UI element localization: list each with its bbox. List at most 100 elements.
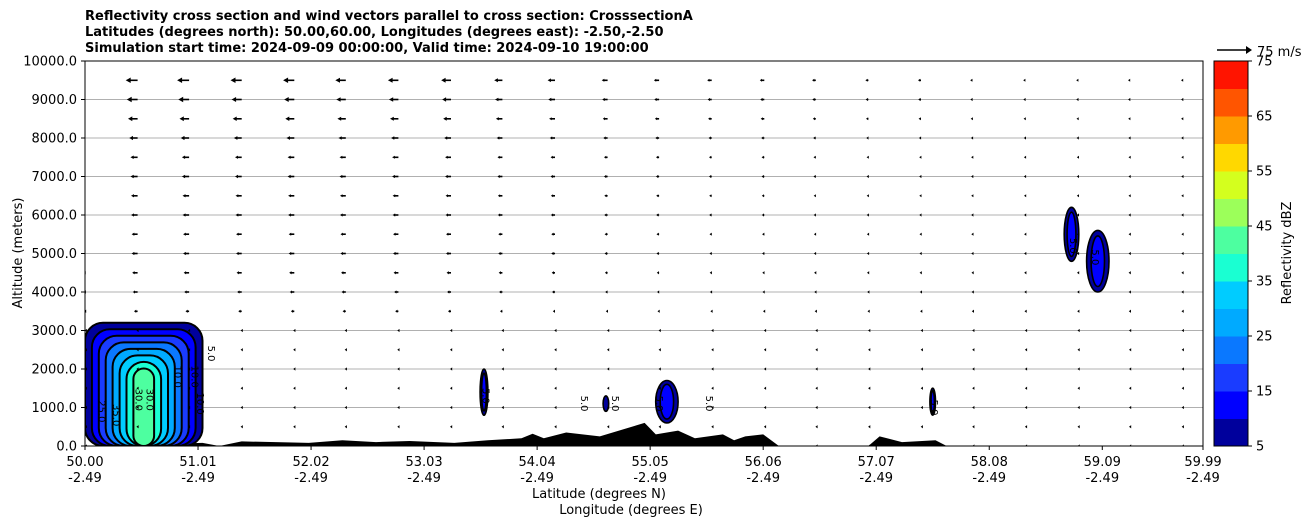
wind-vector-head [920, 367, 923, 371]
wind-vector-head [554, 405, 557, 410]
wind-vector-head [868, 348, 871, 352]
wind-vector-head [607, 367, 610, 371]
x-tick-label-lon: -2.49 [294, 471, 328, 486]
wind-vector-head [1181, 251, 1184, 256]
wind-vector-head [1129, 405, 1132, 410]
wind-vector-head [972, 367, 975, 371]
wind-vector-head [604, 232, 607, 236]
wind-vector-head [344, 367, 347, 371]
wind-vector-head [1181, 97, 1184, 102]
y-tick-label: 0.0 [56, 440, 77, 455]
wind-vector-head [136, 367, 139, 371]
wind-vector-head [550, 155, 553, 159]
wind-vector-head [1181, 136, 1184, 140]
wind-vector-head [500, 309, 503, 313]
colorbar-tick-label: 5 [1256, 440, 1264, 455]
wind-vector-head [550, 213, 554, 217]
wind-vector-head [1128, 155, 1131, 159]
wind-vector-head [287, 174, 291, 179]
wind-vector-head [657, 290, 660, 294]
wind-vector-head [240, 425, 243, 429]
wind-vector-head [293, 367, 296, 371]
wind-vector-head [1024, 290, 1027, 294]
wind-vector-head [288, 232, 292, 236]
wind-vector-head [1129, 367, 1132, 371]
wind-vector-head [658, 386, 661, 390]
wind-vector-head [607, 328, 610, 333]
wind-vector-head [450, 328, 453, 333]
contour-label: 5.0 [205, 346, 216, 362]
wind-vector-head [1076, 155, 1079, 159]
wind-vector-head [501, 328, 504, 333]
wind-vector-head [1181, 309, 1184, 313]
wind-vector-head [1023, 97, 1026, 102]
wind-vector-head [1076, 232, 1080, 236]
wind-vector-head [972, 425, 975, 429]
reflectivity-contour-cell-d [659, 383, 675, 420]
wind-vector-head [972, 386, 975, 390]
wind-vector-head [1024, 194, 1027, 198]
y-tick-label: 9000.0 [32, 93, 78, 108]
wind-vector-head [238, 309, 241, 313]
wind-vector-head [339, 155, 343, 159]
contour-label: 35.0 [110, 404, 121, 426]
wind-vector-head [551, 251, 554, 256]
wind-vector-head [185, 309, 188, 313]
wind-vector-head [552, 309, 555, 313]
wind-vector-head [971, 194, 974, 198]
wind-vector-head [497, 155, 500, 159]
reflectivity-contour-cell-e [930, 389, 936, 414]
wind-vector-head [288, 213, 291, 217]
wind-vector-head [131, 251, 135, 256]
wind-vector-head [395, 309, 398, 313]
wind-vector-head [442, 97, 447, 102]
wind-vector-head [548, 97, 552, 102]
wind-vector-head [187, 348, 191, 352]
wind-vector-layer [85, 77, 1184, 446]
terrain-profile [85, 422, 947, 446]
wind-vector-head [919, 174, 922, 179]
wind-vector-head [711, 367, 714, 371]
wind-vector-head [551, 271, 554, 275]
wind-vector-head [813, 174, 816, 179]
wind-vector-head [1076, 136, 1079, 140]
wind-vector-head [1024, 213, 1027, 217]
wind-vector-head [232, 116, 237, 121]
wind-vector-head [230, 77, 236, 83]
wind-vector-head [763, 425, 767, 429]
wind-vector-head [187, 405, 191, 410]
wind-vector-head [605, 290, 608, 294]
wind-vector-head [1128, 136, 1131, 140]
x-tick-label-lon: -2.49 [859, 471, 893, 486]
wind-vector-head [607, 425, 610, 429]
wind-vector-head [868, 425, 871, 429]
wind-vector-head [1181, 425, 1184, 429]
wind-vector-head [919, 251, 922, 256]
wind-vector-head [813, 194, 816, 198]
wind-vector-head [233, 136, 238, 140]
wind-vector-head [1076, 213, 1079, 217]
wind-vector-head [1181, 290, 1184, 294]
wind-vector-head [813, 155, 816, 159]
terrain-layer [85, 422, 947, 446]
wind-vector-head [709, 155, 712, 159]
wind-vector-head [397, 367, 400, 371]
wind-vector-head [1023, 78, 1026, 82]
wind-vector-head [971, 271, 974, 275]
wind-vector-head [1077, 367, 1080, 371]
x-tick-label-lat: 52.02 [292, 455, 329, 470]
wind-vector-head [182, 213, 186, 217]
colorbar-swatch [1214, 116, 1248, 144]
wind-vector-head [85, 386, 87, 390]
wind-vector-head [920, 309, 923, 313]
wind-vector-head [287, 155, 291, 159]
wind-vector-head [235, 194, 239, 198]
colorbar-swatch [1214, 226, 1248, 254]
wind-vector-head [180, 135, 185, 141]
wind-vector-head [762, 232, 765, 236]
y-tick-label: 5000.0 [32, 247, 78, 262]
wind-vector-head [495, 117, 499, 121]
wind-vector-head [552, 290, 555, 294]
wind-vector-head [1077, 290, 1080, 294]
